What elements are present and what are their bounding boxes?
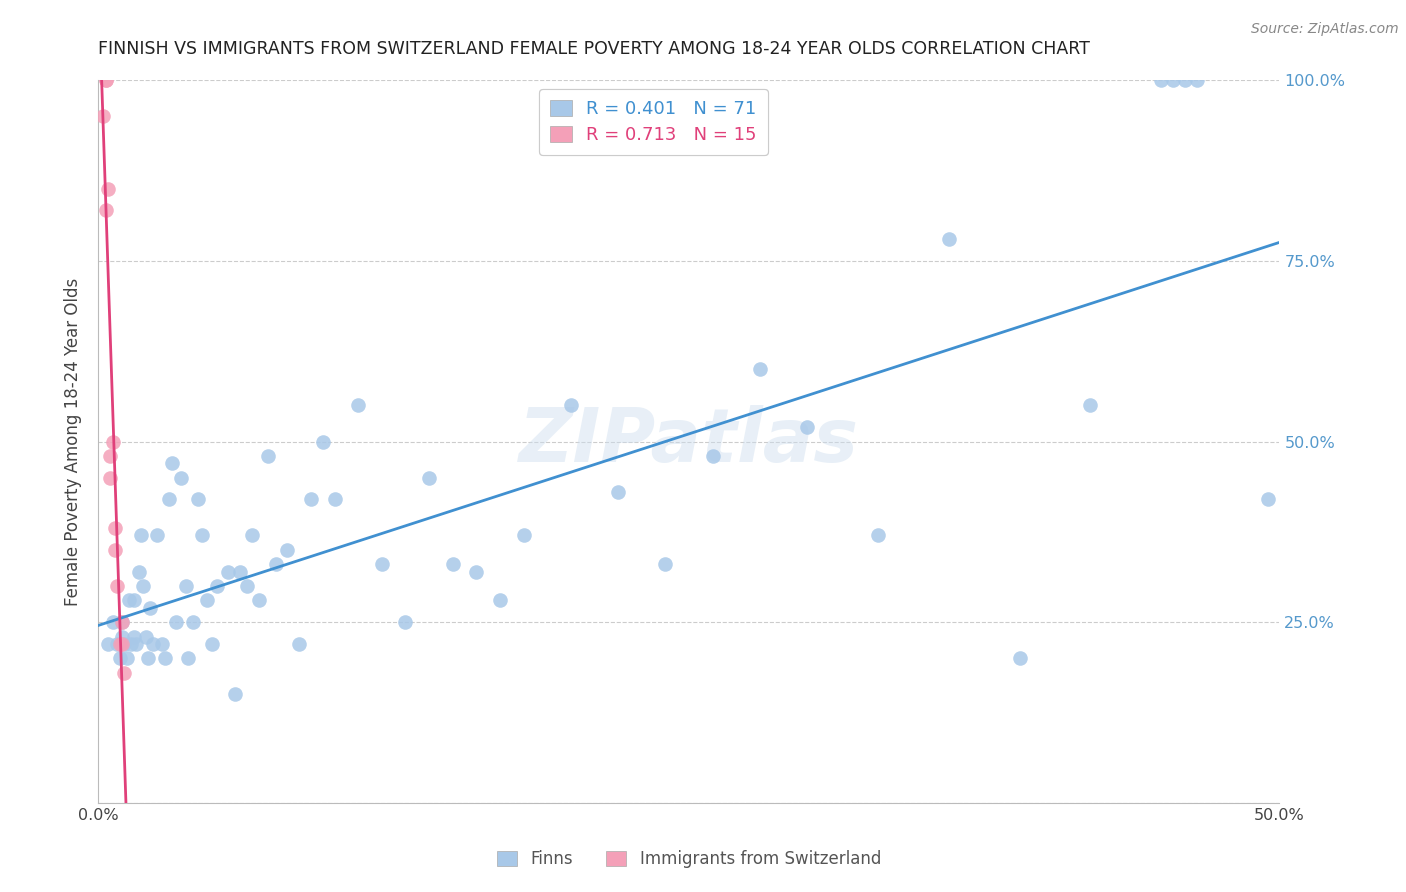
Point <box>347 398 370 412</box>
Point <box>240 528 263 542</box>
Point <box>129 528 152 542</box>
Point <box>125 637 148 651</box>
Point <box>135 630 157 644</box>
Point <box>177 651 200 665</box>
Point <box>160 456 183 470</box>
Point <box>97 637 120 651</box>
Point <box>323 492 346 507</box>
Point <box>465 565 488 579</box>
Point <box>112 665 135 680</box>
Point <box>111 615 134 630</box>
Point <box>108 637 131 651</box>
Point <box>174 579 197 593</box>
Point <box>938 232 960 246</box>
Point <box>136 651 159 665</box>
Point <box>142 637 165 651</box>
Point <box>441 558 464 572</box>
Point <box>247 593 270 607</box>
Point <box>98 470 121 484</box>
Point <box>108 651 131 665</box>
Point <box>702 449 724 463</box>
Point <box>97 182 120 196</box>
Point <box>205 579 228 593</box>
Point <box>105 579 128 593</box>
Point <box>128 565 150 579</box>
Point <box>170 470 193 484</box>
Point <box>224 687 246 701</box>
Point <box>201 637 224 651</box>
Point <box>104 542 127 557</box>
Point <box>654 558 676 572</box>
Point <box>104 521 127 535</box>
Text: ZIPatlas: ZIPatlas <box>519 405 859 478</box>
Text: FINNISH VS IMMIGRANTS FROM SWITZERLAND FEMALE POVERTY AMONG 18-24 YEAR OLDS CORR: FINNISH VS IMMIGRANTS FROM SWITZERLAND F… <box>98 40 1090 58</box>
Point <box>191 528 214 542</box>
Point <box>122 630 145 644</box>
Point <box>1080 398 1102 412</box>
Point <box>153 651 176 665</box>
Point <box>115 651 138 665</box>
Point <box>187 492 209 507</box>
Point <box>217 565 239 579</box>
Point <box>866 528 889 542</box>
Point <box>312 434 335 449</box>
Point <box>1161 73 1184 87</box>
Point <box>146 528 169 542</box>
Point <box>94 73 117 87</box>
Point <box>111 615 134 630</box>
Point <box>94 73 117 87</box>
Point <box>288 637 311 651</box>
Point <box>122 593 145 607</box>
Point <box>229 565 252 579</box>
Point <box>418 470 440 484</box>
Point <box>157 492 180 507</box>
Point <box>257 449 280 463</box>
Point <box>489 593 512 607</box>
Point <box>299 492 322 507</box>
Point <box>105 637 128 651</box>
Legend: R = 0.401   N = 71, R = 0.713   N = 15: R = 0.401 N = 71, R = 0.713 N = 15 <box>540 89 768 154</box>
Point <box>1008 651 1031 665</box>
Point <box>796 420 818 434</box>
Point <box>607 485 630 500</box>
Point <box>111 630 134 644</box>
Point <box>236 579 259 593</box>
Point <box>748 362 770 376</box>
Legend: Finns, Immigrants from Switzerland: Finns, Immigrants from Switzerland <box>491 844 887 875</box>
Point <box>94 203 117 218</box>
Point <box>181 615 204 630</box>
Point <box>112 637 135 651</box>
Y-axis label: Female Poverty Among 18-24 Year Olds: Female Poverty Among 18-24 Year Olds <box>65 277 83 606</box>
Point <box>101 434 124 449</box>
Point <box>394 615 416 630</box>
Point <box>98 449 121 463</box>
Point <box>195 593 218 607</box>
Point <box>150 637 173 651</box>
Point <box>276 542 298 557</box>
Point <box>1185 73 1208 87</box>
Point <box>132 579 155 593</box>
Point <box>1174 73 1197 87</box>
Point <box>118 593 141 607</box>
Point <box>371 558 394 572</box>
Point <box>101 615 124 630</box>
Text: Source: ZipAtlas.com: Source: ZipAtlas.com <box>1251 22 1399 37</box>
Point <box>139 600 162 615</box>
Point <box>512 528 534 542</box>
Point <box>560 398 582 412</box>
Point <box>91 110 114 124</box>
Point <box>165 615 187 630</box>
Point <box>111 637 134 651</box>
Point <box>1257 492 1279 507</box>
Point <box>264 558 287 572</box>
Point <box>121 637 143 651</box>
Point <box>1150 73 1173 87</box>
